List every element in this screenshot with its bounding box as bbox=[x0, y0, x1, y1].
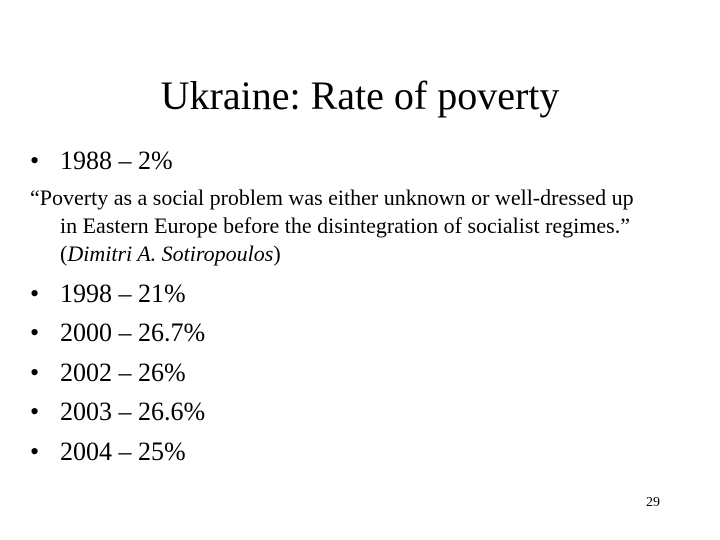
bullet-text: 2004 – 25% bbox=[60, 437, 186, 466]
bullet-item-2003: • 2003 – 26.6% bbox=[30, 395, 205, 429]
bullet-glyph: • bbox=[30, 279, 40, 308]
bullet-glyph: • bbox=[30, 437, 40, 466]
bullet-item-2004: • 2004 – 25% bbox=[30, 435, 186, 469]
attribution-open-paren: ( bbox=[60, 241, 68, 266]
attribution-close-paren: ) bbox=[273, 241, 281, 266]
quote-author: Dimitri A. Sotiropoulos bbox=[67, 241, 274, 266]
bullet-glyph: • bbox=[30, 358, 40, 387]
bullet-glyph: • bbox=[30, 397, 40, 426]
quote-block: “Poverty as a social problem was either … bbox=[30, 184, 700, 268]
bullet-text: 1998 – 21% bbox=[60, 279, 186, 308]
bullet-text: 2000 – 26.7% bbox=[60, 318, 206, 347]
bullet-text: 2003 – 26.6% bbox=[60, 397, 206, 426]
bullet-item-1998: • 1998 – 21% bbox=[30, 277, 186, 311]
bullet-text: 2002 – 26% bbox=[60, 358, 186, 387]
bullet-item-1988: • 1988 – 2% bbox=[30, 144, 173, 178]
bullet-glyph: • bbox=[30, 146, 40, 175]
quote-line-1: “Poverty as a social problem was either … bbox=[30, 185, 634, 210]
slide-title: Ukraine: Rate of poverty bbox=[160, 73, 560, 118]
bullet-item-2002: • 2002 – 26% bbox=[30, 356, 186, 390]
bullet-glyph: • bbox=[30, 318, 40, 347]
quote-attribution: (Dimitri A. Sotiropoulos) bbox=[30, 240, 700, 268]
page-number: 29 bbox=[646, 495, 660, 510]
bullet-text: 1988 – 2% bbox=[60, 146, 173, 175]
quote-line-2: in Eastern Europe before the disintegrat… bbox=[60, 213, 630, 238]
bullet-item-2000: • 2000 – 26.7% bbox=[30, 316, 205, 350]
